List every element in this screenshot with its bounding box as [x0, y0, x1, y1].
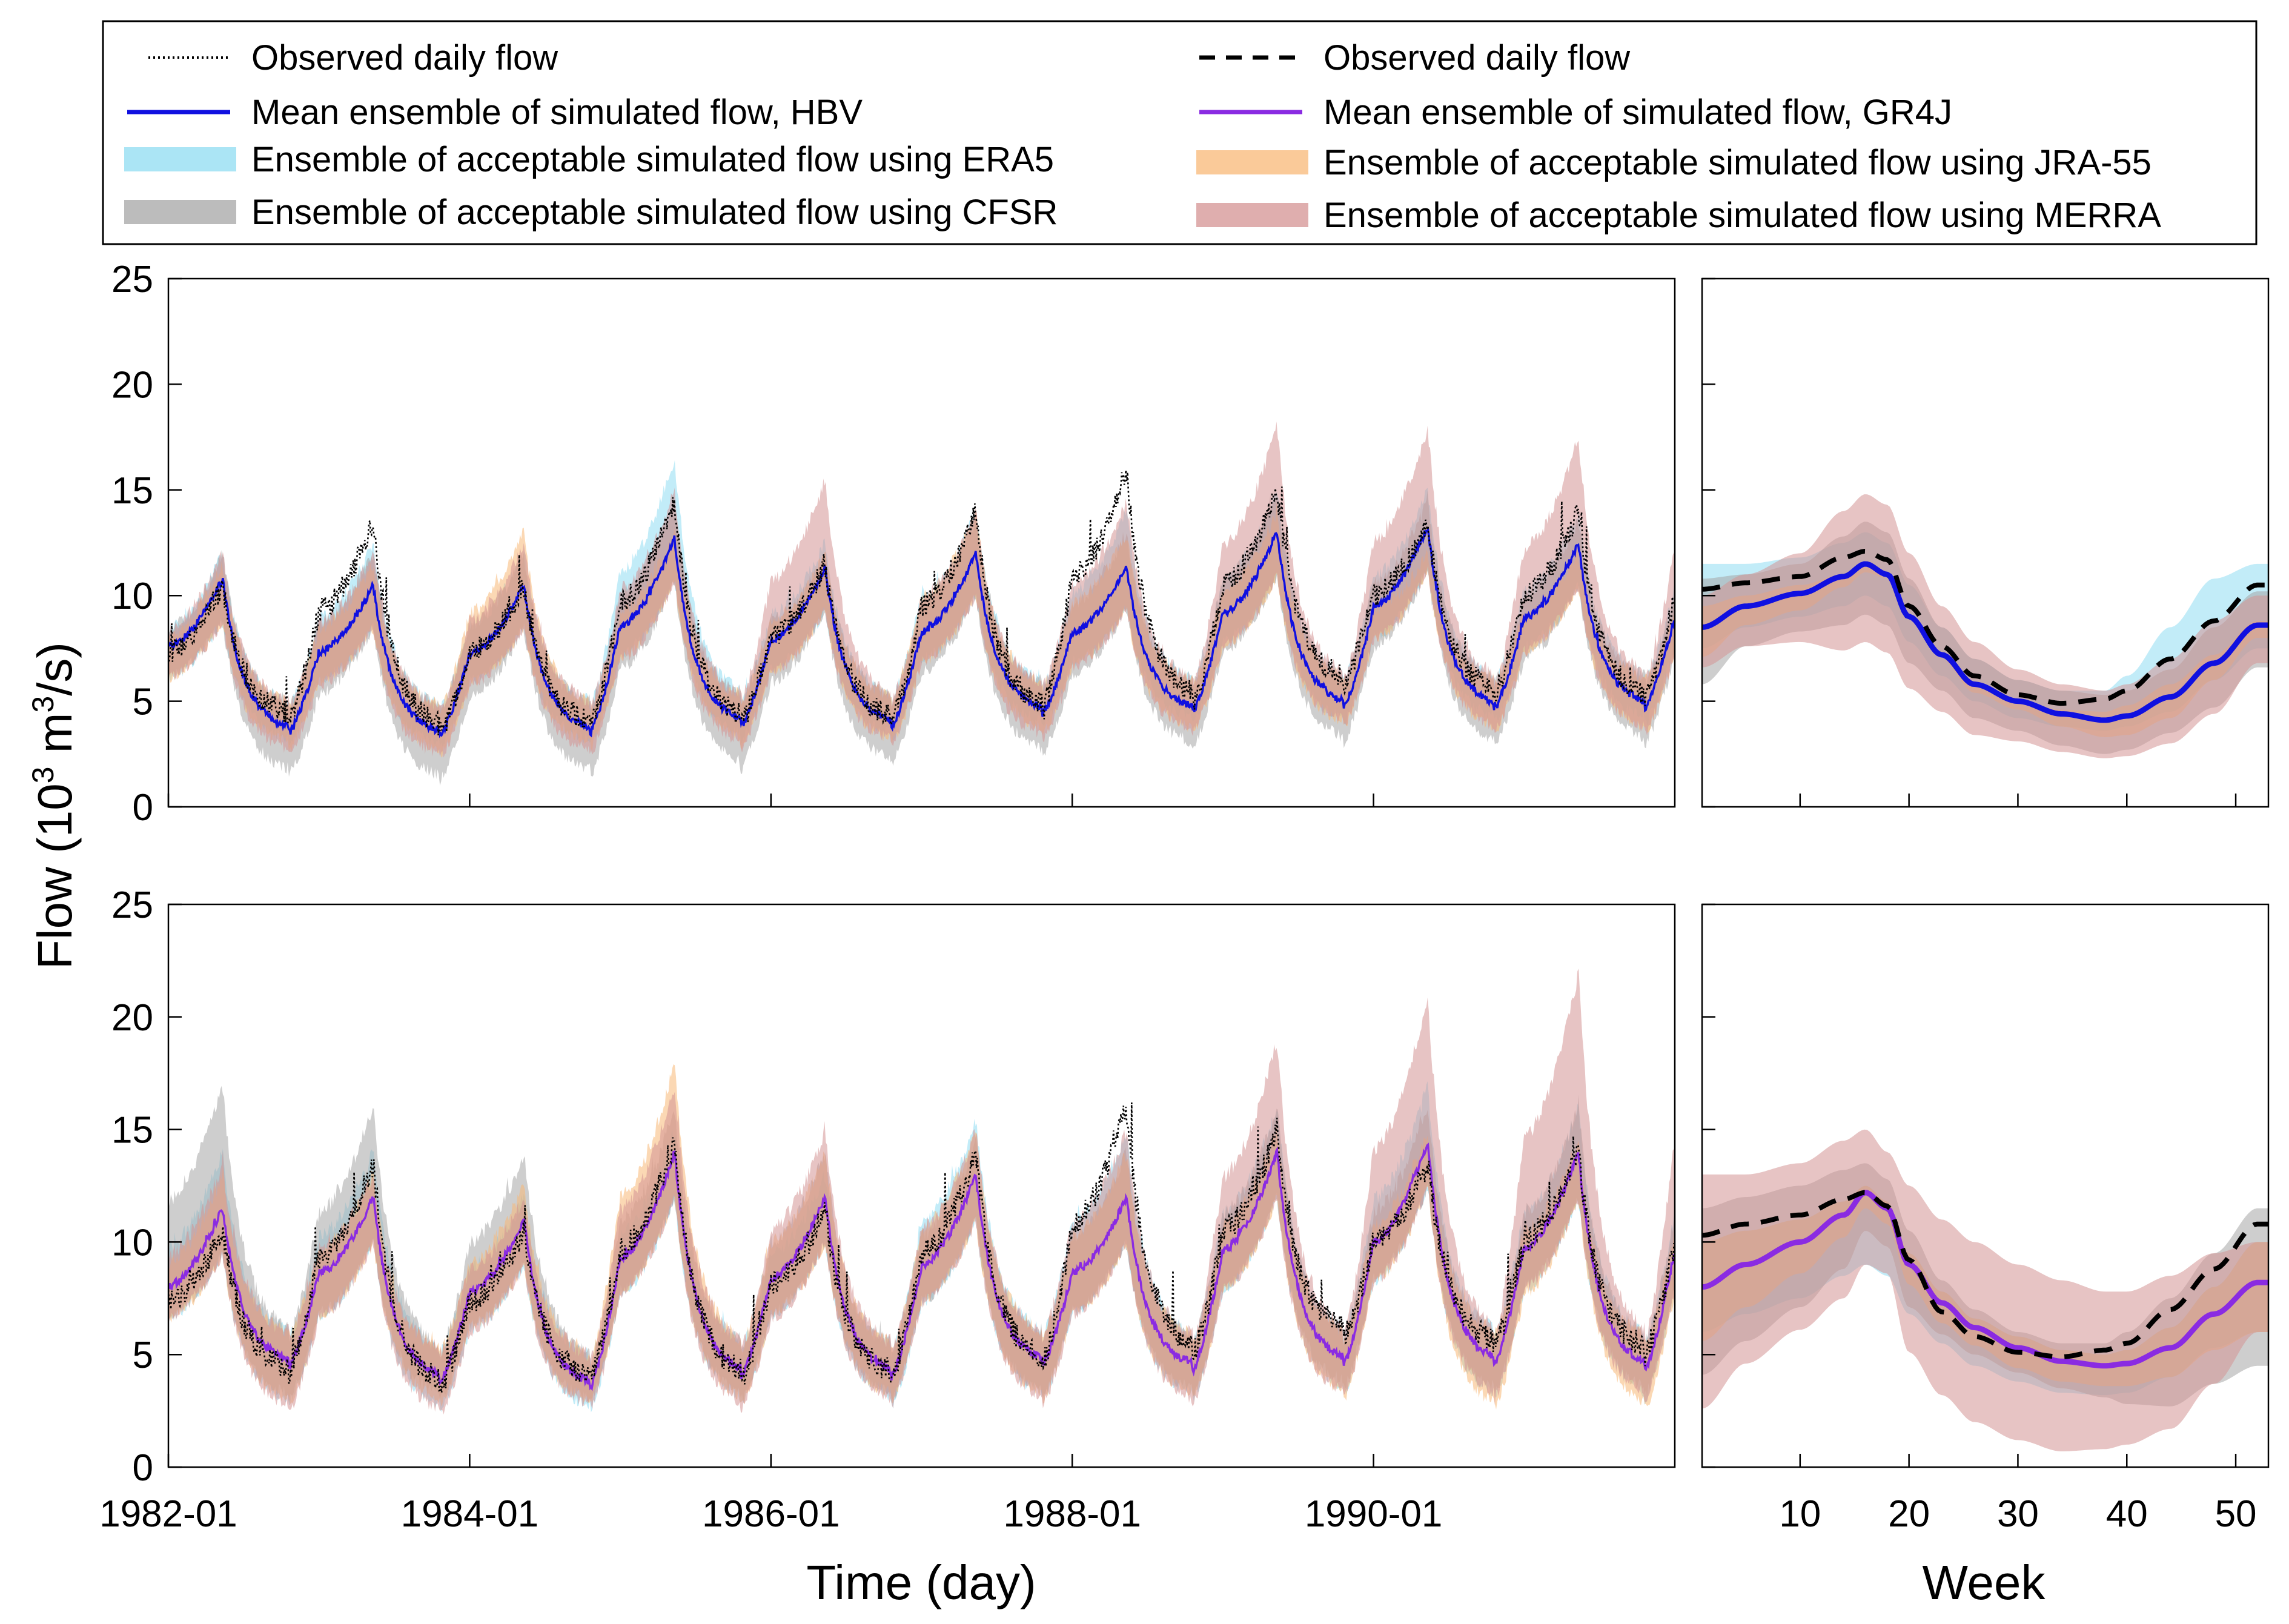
legend-swatch-3	[124, 200, 236, 224]
x-tick-labels: 1982-01 1984-01 1986-01 1988-01 1990-01 10 20 3…	[99, 1493, 2256, 1535]
legend-label-1: Mean ensemble of simulated flow, GR4J	[1323, 93, 1952, 132]
plot-area	[168, 969, 1675, 1415]
legend-label-3: Ensemble of acceptable simulated flow us…	[251, 193, 1058, 232]
time-tick-label: 1984-01	[401, 1493, 539, 1535]
y-tick-label: 0	[133, 1447, 153, 1489]
hbv-mean-line	[1701, 561, 2268, 723]
y-tick-label: 10	[111, 575, 153, 617]
legend-right-column: Observed daily flow Mean ensemble of simu…	[1196, 38, 2161, 235]
x-axis-label-week: Week	[1922, 1556, 2046, 1609]
x-axis-label-time: Time (day)	[806, 1556, 1036, 1609]
legend-label-2: Ensemble of acceptable simulated flow us…	[1323, 143, 2152, 182]
y-tick-labels: 0 5 10 15 20 25 0 5 10 15 20 25	[111, 259, 153, 1489]
time-tick-label: 1982-01	[99, 1493, 237, 1535]
y-axis-label-sup2: 3	[26, 696, 60, 713]
legend-label-0: Observed daily flow	[251, 38, 558, 78]
plot-area	[168, 421, 1675, 786]
panel-frame	[167, 903, 1676, 1468]
legend-left-column: Observed daily flow Mean ensemble of simu…	[124, 38, 1058, 232]
y-tick-label: 20	[111, 364, 153, 406]
legend-frame	[102, 20, 2258, 245]
y-tick-label: 20	[111, 997, 153, 1039]
time-tick-label: 1986-01	[702, 1493, 840, 1535]
observed-line	[1701, 548, 2268, 706]
time-tick-label: 1988-01	[1003, 1493, 1141, 1535]
gr4j-daily-panel	[167, 903, 1676, 1468]
y-tick-label: 0	[133, 787, 153, 829]
legend-label-1: Mean ensemble of simulated flow, HBV	[251, 93, 863, 132]
week-tick-label: 40	[2106, 1493, 2148, 1535]
hbv-daily-panel	[167, 277, 1676, 808]
legend-label-3: Ensemble of acceptable simulated flow us…	[1323, 196, 2161, 235]
y-tick-label: 25	[111, 259, 153, 300]
gr4j-mean-line	[1701, 1190, 2268, 1369]
y-axis-label-sup: 3	[26, 766, 60, 783]
week-tick-label: 20	[1888, 1493, 1930, 1535]
panel-frame	[1701, 277, 2270, 808]
legend-swatch-3	[1196, 203, 1308, 227]
y-tick-label: 10	[111, 1222, 153, 1264]
week-tick-label: 30	[1997, 1493, 2039, 1535]
legend-swatch-2	[124, 147, 236, 171]
hbv-mean-line	[168, 528, 1675, 738]
week-tick-label: 50	[2215, 1493, 2257, 1535]
hbv-weekly-panel	[1701, 277, 2270, 808]
y-axis-label-unit: m	[28, 713, 82, 767]
merra-band	[168, 969, 1675, 1415]
y-tick-label: 15	[111, 1110, 153, 1152]
time-tick-label: 1990-01	[1305, 1493, 1443, 1535]
merra-band	[1702, 494, 2268, 758]
y-tick-label: 5	[133, 1334, 153, 1376]
y-axis-label-main: Flow (10	[28, 783, 82, 969]
legend-swatch-2	[1196, 150, 1308, 174]
legend-label-2: Ensemble of acceptable simulated flow us…	[251, 140, 1054, 179]
panel-frame	[1701, 903, 2270, 1468]
y-tick-label: 15	[111, 470, 153, 512]
y-tick-label: 25	[111, 884, 153, 926]
merra-band	[168, 421, 1675, 758]
y-axis-label-tail: /s)	[28, 642, 82, 696]
merra-band	[1702, 1129, 2268, 1451]
y-tick-label: 5	[133, 681, 153, 723]
gr4j-weekly-panel	[1701, 903, 2270, 1468]
legend: Observed daily flow Mean ensemble of simu…	[102, 20, 2258, 245]
legend-label-0: Observed daily flow	[1323, 38, 1631, 78]
y-axis-label: Flow (103 m3/s)	[26, 642, 82, 969]
panel-frame	[167, 277, 1676, 808]
observed-line	[1701, 1190, 2268, 1359]
week-tick-label: 10	[1779, 1493, 1821, 1535]
